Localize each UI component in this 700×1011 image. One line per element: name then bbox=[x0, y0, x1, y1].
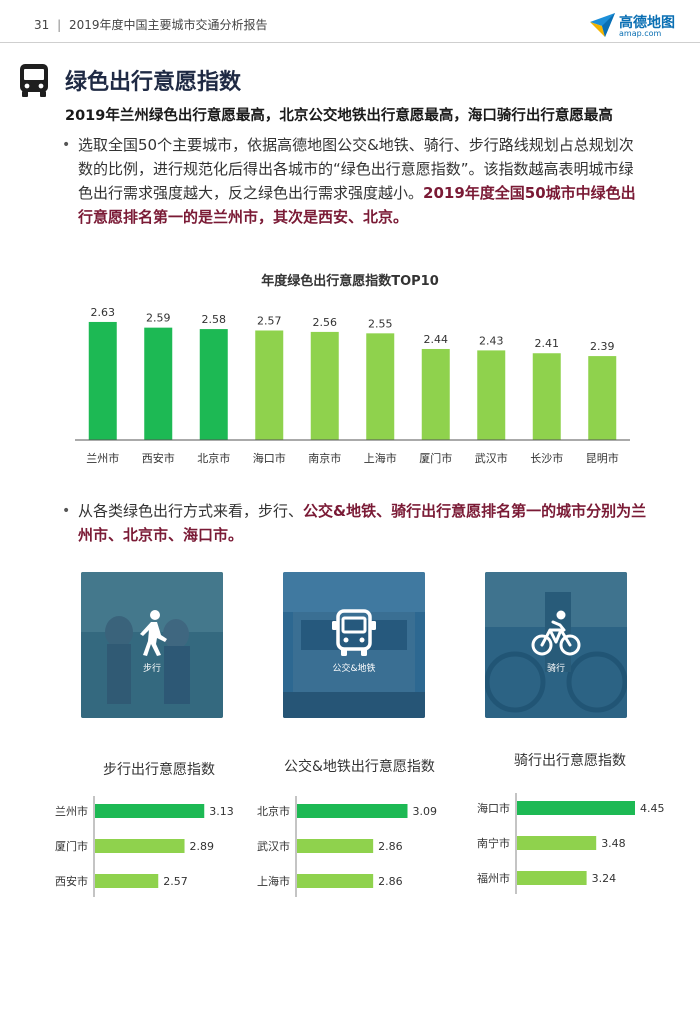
bar-value-label: 2.56 bbox=[313, 316, 338, 329]
bar bbox=[95, 874, 159, 888]
x-tick-label: 北京市 bbox=[197, 451, 230, 465]
paragraph-1-emphasis: 2019年度全国50城市中绿色出行意愿排名第一的是兰州市，其次是西安、北京。 bbox=[78, 184, 636, 226]
bar-value-label: 2.58 bbox=[202, 313, 227, 326]
x-tick-label: 南京市 bbox=[308, 451, 341, 465]
amap-logo: 高德地图 amap.com bbox=[588, 10, 678, 40]
category-label: 上海市 bbox=[257, 874, 290, 888]
category-label: 福州市 bbox=[477, 871, 510, 885]
bar-value-label: 2.59 bbox=[146, 312, 171, 325]
bar bbox=[477, 350, 506, 440]
bar bbox=[297, 839, 374, 853]
bar-value-label: 2.55 bbox=[368, 317, 393, 330]
walking-bar-chart: 兰州市 3.13 厦门市 2.89 西安市 2.57 bbox=[55, 796, 234, 897]
cycling-card: 骑行 bbox=[485, 572, 627, 718]
category-label: 海口市 bbox=[477, 801, 510, 815]
cycling-overlay bbox=[485, 572, 627, 718]
header-text: 31 | 2019年度中国主要城市交通分析报告 bbox=[34, 16, 268, 33]
bar-value-label: 3.09 bbox=[413, 805, 438, 818]
bar-value-label: 2.41 bbox=[535, 337, 560, 350]
bullet-1: • bbox=[62, 137, 71, 153]
paragraph-2-emphasis: 公交&地铁、骑行出行意愿排名第一的城市分别为兰州市、北京市、海口市。 bbox=[78, 502, 647, 544]
bar-value-label: 3.48 bbox=[601, 837, 626, 850]
bar-value-label: 2.86 bbox=[378, 840, 403, 853]
bus-icon bbox=[20, 64, 48, 97]
transit-overlay bbox=[283, 572, 425, 718]
section-subtitle: 2019年兰州绿色出行意愿最高，北京公交地铁出行意愿最高，海口骑行出行意愿最高 bbox=[65, 108, 613, 124]
bicycle-icon bbox=[531, 610, 581, 656]
x-tick-label: 武汉市 bbox=[475, 451, 508, 465]
walking-label: 步行 bbox=[142, 664, 161, 674]
paragraph-2: 从各类绿色出行方式来看，步行、公交&地铁、骑行出行意愿排名第一的城市分别为兰州市… bbox=[78, 499, 648, 547]
paragraph-1-text: 选取全国50个主要城市，依据高德地图公交&地铁、骑行、步行路线规划占总规划次数的… bbox=[78, 136, 634, 202]
bar-value-label: 2.57 bbox=[257, 314, 282, 327]
bar bbox=[517, 871, 587, 885]
logo-url: amap.com bbox=[619, 29, 662, 38]
report-title: 2019年度中国主要城市交通分析报告 bbox=[68, 18, 268, 32]
bar bbox=[310, 331, 339, 440]
bar bbox=[532, 353, 561, 440]
paragraph-1: 选取全国50个主要城市，依据高德地图公交&地铁、骑行、步行路线规划占总规划次数的… bbox=[78, 133, 648, 229]
bullet-2: • bbox=[62, 503, 71, 519]
bar bbox=[517, 836, 597, 850]
transit-card: 公交&地铁 bbox=[283, 572, 425, 718]
bar-value-label: 2.39 bbox=[590, 340, 615, 353]
bar-value-label: 2.89 bbox=[190, 840, 215, 853]
bar bbox=[297, 874, 374, 888]
cycling-label: 骑行 bbox=[546, 664, 565, 674]
bar bbox=[144, 327, 173, 440]
bar bbox=[366, 333, 395, 440]
section-title: 绿色出行意愿指数 bbox=[65, 70, 242, 95]
x-tick-label: 西安市 bbox=[142, 451, 175, 465]
page-number: 31 bbox=[34, 18, 50, 32]
bar bbox=[588, 356, 617, 440]
bar bbox=[95, 804, 205, 818]
bar bbox=[199, 329, 228, 440]
category-label: 武汉市 bbox=[257, 839, 290, 853]
category-label: 兰州市 bbox=[55, 804, 88, 818]
transit-chart-title: 公交&地铁出行意愿指数 bbox=[284, 759, 435, 775]
bar-value-label: 2.57 bbox=[163, 875, 188, 888]
bar bbox=[297, 804, 408, 818]
bar-value-label: 2.86 bbox=[378, 875, 403, 888]
category-label: 西安市 bbox=[55, 874, 88, 888]
amap-logo-icon bbox=[590, 13, 615, 37]
bar-value-label: 4.45 bbox=[640, 802, 665, 815]
bar bbox=[255, 330, 284, 440]
cycling-bar-chart: 海口市 4.45 南宁市 3.48 福州市 3.24 bbox=[477, 793, 665, 894]
bar bbox=[88, 321, 117, 440]
logo-name: 高德地图 bbox=[619, 15, 675, 31]
bar bbox=[421, 348, 450, 440]
header-divider bbox=[0, 42, 700, 43]
walking-chart-title: 步行出行意愿指数 bbox=[103, 762, 215, 778]
header-separator: | bbox=[57, 18, 62, 32]
x-tick-label: 厦门市 bbox=[419, 451, 452, 465]
bar bbox=[95, 839, 185, 853]
x-tick-label: 上海市 bbox=[364, 451, 397, 465]
bar-value-label: 3.13 bbox=[209, 805, 234, 818]
page-header: 31 | 2019年度中国主要城市交通分析报告 高德地图 amap.com bbox=[0, 0, 700, 50]
category-label: 南宁市 bbox=[477, 836, 510, 850]
bar-value-label: 2.63 bbox=[91, 306, 116, 319]
x-tick-label: 海口市 bbox=[253, 451, 286, 465]
x-tick-label: 兰州市 bbox=[86, 451, 119, 465]
x-tick-label: 长沙市 bbox=[530, 451, 563, 465]
top10-bar-chart: 2.63 兰州市 2.59 西安市 2.58 北京市 2.57 海口市 2.56 南京市 2.55 上… bbox=[75, 306, 630, 465]
category-label: 北京市 bbox=[257, 804, 290, 818]
category-label: 厦门市 bbox=[55, 839, 88, 853]
bar bbox=[517, 801, 635, 815]
transit-label: 公交&地铁 bbox=[332, 664, 376, 674]
cycling-chart-title: 骑行出行意愿指数 bbox=[514, 753, 626, 769]
bar-value-label: 3.24 bbox=[592, 872, 617, 885]
walking-person-icon bbox=[140, 610, 167, 656]
bar-value-label: 2.43 bbox=[479, 334, 504, 347]
transit-bar-chart: 北京市 3.09 武汉市 2.86 上海市 2.86 bbox=[257, 796, 438, 897]
bar-value-label: 2.44 bbox=[424, 333, 449, 346]
bus-front-icon bbox=[332, 609, 376, 656]
main-chart-title: 年度绿色出行意愿指数TOP10 bbox=[261, 274, 439, 289]
paragraph-2-text: 从各类绿色出行方式来看，步行、 bbox=[78, 502, 304, 520]
walking-card: 步行 bbox=[81, 572, 223, 718]
x-tick-label: 昆明市 bbox=[586, 451, 619, 465]
